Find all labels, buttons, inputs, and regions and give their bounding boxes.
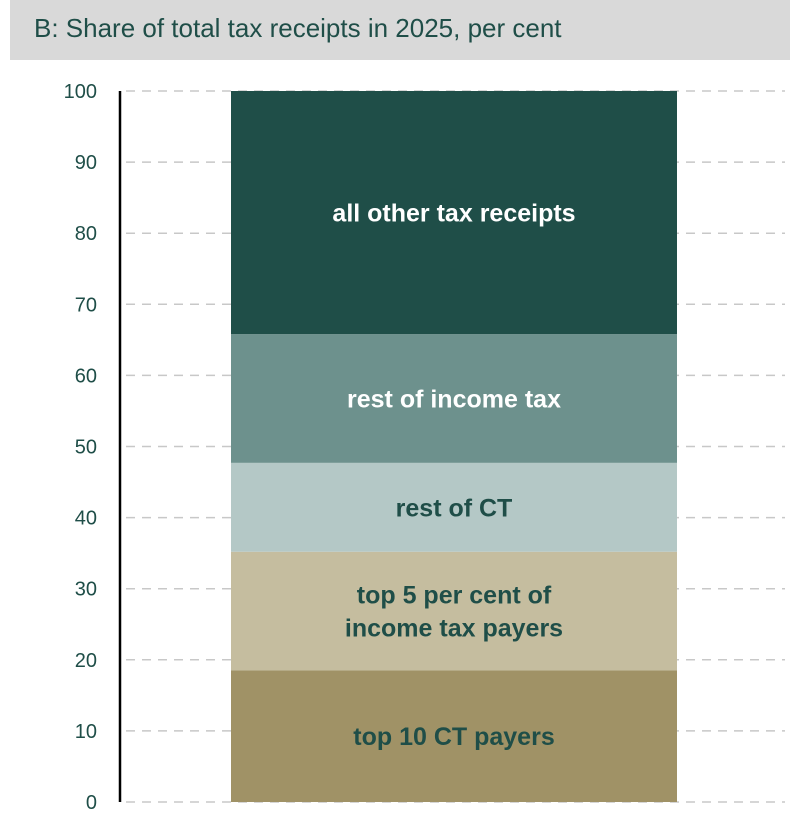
y-tick-label: 50 (75, 437, 97, 459)
chart-header: B: Share of total tax receipts in 2025, … (10, 0, 790, 60)
bar-segment (231, 670, 677, 802)
y-tick-label: 40 (75, 508, 97, 530)
bar-segment (231, 462, 677, 552)
segment-label: all other tax receipts (332, 200, 575, 228)
y-tick-label: 30 (75, 579, 97, 601)
segment-label: rest of income tax (347, 386, 561, 414)
segment-label: top 10 CT payers (353, 723, 554, 751)
y-tick-label: 0 (86, 792, 97, 814)
segment-label: rest of CT (396, 494, 513, 522)
bar-segment (231, 551, 677, 671)
y-tick-label: 70 (75, 294, 97, 316)
y-tick-label: 90 (75, 152, 97, 174)
y-tick-label: 100 (64, 81, 97, 103)
y-tick-label: 60 (75, 365, 97, 387)
y-tick-label: 10 (75, 721, 97, 743)
chart-title: B: Share of total tax receipts in 2025, … (34, 13, 562, 43)
bar-segment (231, 91, 677, 335)
bar-segment (231, 334, 677, 463)
segment-label: income tax payers (345, 615, 563, 643)
y-tick-label: 80 (75, 223, 97, 245)
segment-label: top 5 per cent of (357, 582, 552, 610)
y-tick-label: 20 (75, 650, 97, 672)
